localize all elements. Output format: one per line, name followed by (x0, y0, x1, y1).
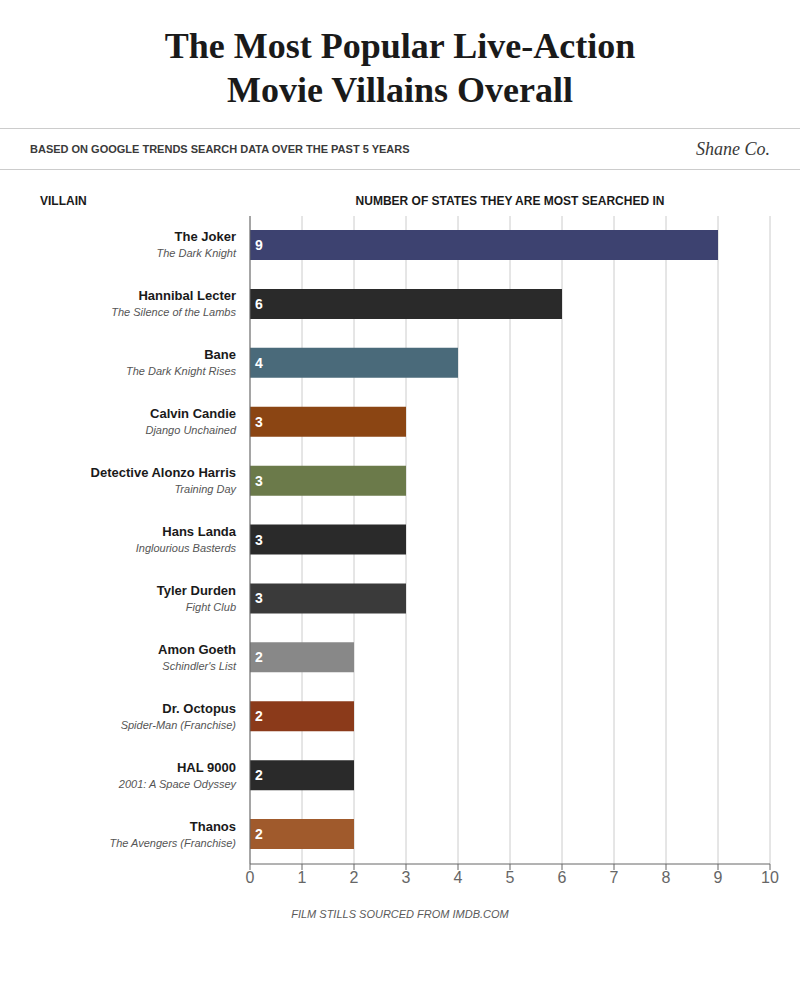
svg-text:2: 2 (255, 708, 263, 724)
html-text:NUMBER OF STATES THEY ARE MOST: NUMBER OF STATES THEY ARE MOST SEARCHED … (355, 194, 665, 208)
svg-text:6: 6 (558, 869, 567, 886)
svg-text:The Avengers (Franchise): The Avengers (Franchise) (109, 837, 236, 849)
svg-text:Hannibal Lecter: Hannibal Lecter (138, 288, 236, 303)
svg-text:Detective Alonzo Harris: Detective Alonzo Harris (91, 465, 236, 480)
svg-text:3: 3 (255, 414, 263, 430)
svg-text:3: 3 (255, 473, 263, 489)
html-text:Shane Co.: Shane Co. (696, 138, 770, 159)
svg-text:Hans Landa: Hans Landa (162, 524, 236, 539)
svg-text:2001: A Space Odyssey: 2001: A Space Odyssey (118, 778, 238, 790)
svg-text:4: 4 (454, 869, 463, 886)
html-text:The Most Popular Live-Action: The Most Popular Live-Action (164, 26, 636, 66)
svg-text:1: 1 (298, 869, 307, 886)
svg-text:Training Day: Training Day (174, 483, 237, 495)
svg-text:Django Unchained: Django Unchained (145, 424, 236, 436)
svg-text:0: 0 (246, 869, 255, 886)
svg-text:The Silence of the Lambs: The Silence of the Lambs (111, 306, 236, 318)
svg-text:The Dark Knight Rises: The Dark Knight Rises (126, 365, 237, 377)
svg-text:5: 5 (506, 869, 515, 886)
svg-text:10: 10 (761, 869, 779, 886)
svg-text:4: 4 (255, 355, 263, 371)
svg-text:Thanos: Thanos (190, 819, 236, 834)
svg-text:Amon Goeth: Amon Goeth (158, 642, 236, 657)
html-text:FILM STILLS SOURCED FROM IMDB.: FILM STILLS SOURCED FROM IMDB.COM (291, 908, 509, 920)
svg-text:Fight Club: Fight Club (186, 601, 236, 613)
svg-text:Dr. Octopus: Dr. Octopus (162, 701, 236, 716)
svg-text:6: 6 (255, 296, 263, 312)
svg-text:7: 7 (610, 869, 619, 886)
svg-text:Tyler Durden: Tyler Durden (157, 583, 236, 598)
svg-text:8: 8 (662, 869, 671, 886)
svg-text:3: 3 (402, 869, 411, 886)
svg-text:2: 2 (255, 826, 263, 842)
svg-text:9: 9 (714, 869, 723, 886)
svg-text:2: 2 (255, 649, 263, 665)
svg-text:9: 9 (255, 237, 263, 253)
svg-text:2: 2 (350, 869, 359, 886)
svg-text:Bane: Bane (204, 347, 236, 362)
svg-text:The Dark Knight: The Dark Knight (157, 247, 237, 259)
svg-text:3: 3 (255, 590, 263, 606)
svg-text:Spider-Man (Franchise): Spider-Man (Franchise) (121, 719, 237, 731)
svg-text:The Joker: The Joker (175, 229, 236, 244)
svg-text:Schindler's List: Schindler's List (162, 660, 237, 672)
html-text:VILLAIN: VILLAIN (40, 194, 87, 208)
svg-text:2: 2 (255, 767, 263, 783)
html-text:Movie Villains Overall: Movie Villains Overall (227, 70, 573, 110)
svg-text:Calvin Candie: Calvin Candie (150, 406, 236, 421)
svg-text:Inglourious Basterds: Inglourious Basterds (136, 542, 237, 554)
html-text:BASED ON GOOGLE TRENDS SEARCH: BASED ON GOOGLE TRENDS SEARCH DATA OVER … (30, 143, 410, 155)
svg-text:3: 3 (255, 532, 263, 548)
svg-text:HAL 9000: HAL 9000 (177, 760, 236, 775)
